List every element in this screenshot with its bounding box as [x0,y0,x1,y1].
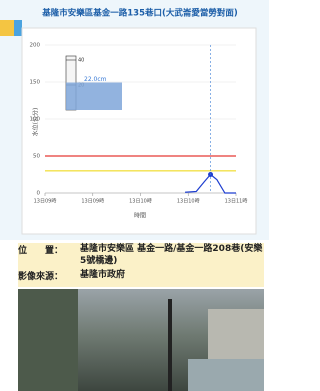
title: 基隆市安樂區基金一路135巷口(大武崙愛當勞對面) [41,8,238,19]
trees [18,289,78,391]
camera-image [18,289,264,391]
y-tick-label: 0 [37,191,41,197]
x-tick-label: 13日10時 [129,199,152,205]
deco [14,20,22,36]
y-tick-label: 100 [30,117,41,123]
gauge-tick-label: 40 [78,58,84,64]
water [188,359,264,391]
gauge-level [66,83,122,111]
building [208,309,264,359]
label: 位 置： [18,243,80,267]
source: 基隆市政府 [80,269,125,283]
pole [168,299,172,391]
x-tick-label: 13日09時 [81,199,104,205]
x-tick-label: 13日11時 [225,199,248,205]
gauge-value: 22.0cm [84,76,107,83]
x-label: 時間 [134,212,146,220]
y-tick-label: 50 [33,154,40,160]
x-tick-label: 13日09時 [34,199,57,205]
deco [0,20,14,36]
y-tick-label: 200 [30,43,41,49]
label: 影像來源： [18,269,80,283]
chart: 基隆市安樂區基金一路135巷口(大武崙愛當勞對面) 水位(公分) 時間 0501… [0,0,269,240]
location: 基隆市安樂區 基金一路/基金一路208巷(安樂5號橋邊) [80,243,264,267]
y-tick-label: 150 [30,80,41,86]
x-tick-label: 13日10時 [177,199,200,205]
info: 位 置：基隆市安樂區 基金一路/基金一路208巷(安樂5號橋邊) 影像來源：基隆… [18,243,264,287]
